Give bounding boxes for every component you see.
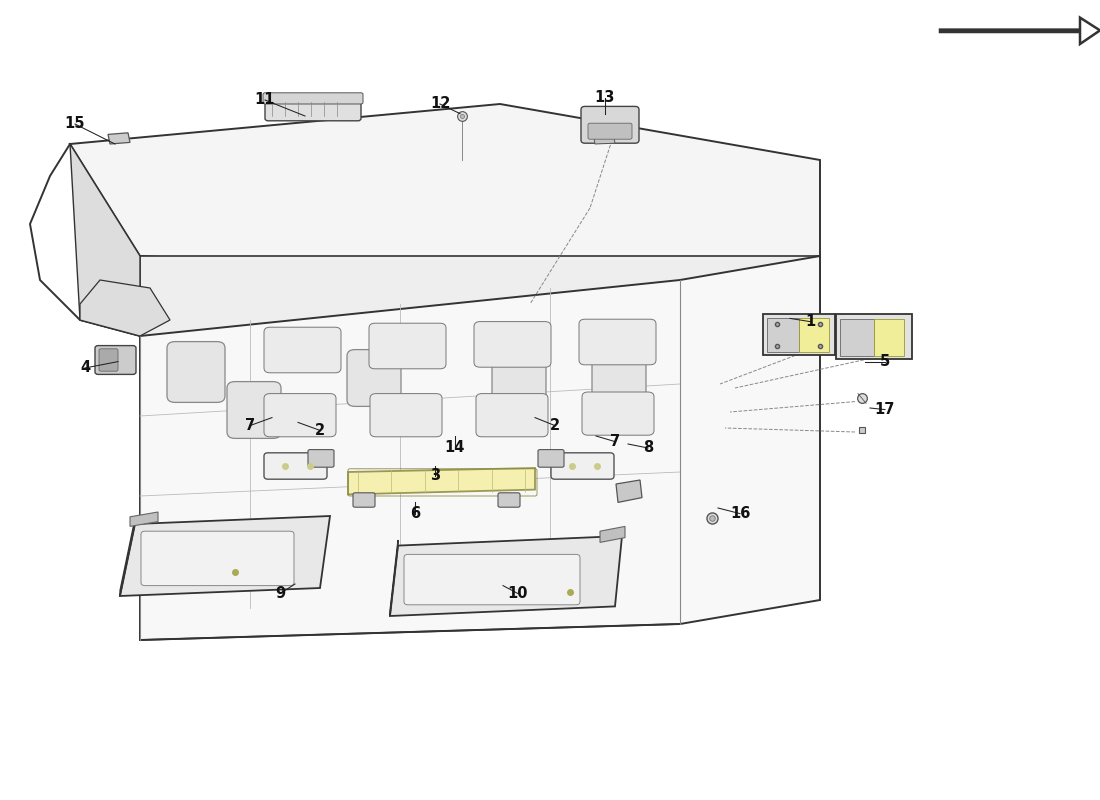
FancyBboxPatch shape [492, 350, 546, 406]
FancyBboxPatch shape [264, 453, 327, 479]
FancyBboxPatch shape [836, 314, 912, 359]
FancyBboxPatch shape [95, 346, 136, 374]
FancyBboxPatch shape [368, 323, 446, 369]
FancyBboxPatch shape [799, 318, 829, 352]
FancyBboxPatch shape [265, 97, 361, 121]
Text: 6: 6 [410, 506, 420, 521]
Text: a passion for parts: a passion for parts [288, 448, 548, 512]
FancyBboxPatch shape [592, 350, 646, 406]
Polygon shape [108, 133, 130, 144]
Polygon shape [140, 256, 820, 336]
FancyBboxPatch shape [581, 106, 639, 143]
FancyBboxPatch shape [264, 327, 341, 373]
Text: 4: 4 [80, 361, 90, 375]
Text: 16: 16 [729, 506, 750, 521]
Polygon shape [140, 256, 820, 640]
Polygon shape [348, 468, 535, 494]
FancyBboxPatch shape [227, 382, 280, 438]
FancyBboxPatch shape [308, 450, 334, 467]
Text: 14: 14 [444, 441, 465, 455]
FancyBboxPatch shape [538, 450, 564, 467]
Polygon shape [80, 280, 170, 336]
Text: 17: 17 [874, 402, 895, 417]
Polygon shape [390, 536, 622, 616]
Text: 13: 13 [595, 90, 615, 105]
FancyBboxPatch shape [370, 394, 442, 437]
FancyBboxPatch shape [498, 493, 520, 507]
FancyBboxPatch shape [346, 350, 402, 406]
FancyBboxPatch shape [476, 394, 548, 437]
FancyBboxPatch shape [404, 554, 580, 605]
Polygon shape [600, 526, 625, 542]
Polygon shape [70, 144, 140, 336]
FancyBboxPatch shape [264, 394, 336, 437]
FancyBboxPatch shape [767, 318, 799, 352]
FancyBboxPatch shape [874, 319, 904, 356]
Polygon shape [594, 138, 615, 144]
FancyBboxPatch shape [353, 493, 375, 507]
FancyBboxPatch shape [99, 349, 118, 371]
FancyBboxPatch shape [167, 342, 225, 402]
Polygon shape [130, 512, 158, 526]
Text: 2: 2 [315, 423, 326, 438]
Text: 15: 15 [65, 117, 86, 131]
Polygon shape [70, 104, 820, 280]
FancyBboxPatch shape [141, 531, 294, 586]
FancyBboxPatch shape [840, 319, 874, 356]
Text: 11: 11 [255, 93, 275, 107]
Text: 5: 5 [880, 354, 890, 369]
Polygon shape [616, 480, 642, 502]
Text: europartes: europartes [151, 262, 685, 506]
Polygon shape [390, 540, 398, 616]
FancyBboxPatch shape [551, 453, 614, 479]
Text: since 1985: since 1985 [342, 522, 494, 550]
Text: 7: 7 [245, 418, 255, 433]
Text: 2: 2 [550, 418, 560, 433]
Text: 1: 1 [805, 314, 815, 329]
Polygon shape [940, 18, 1100, 44]
Polygon shape [120, 516, 330, 596]
Text: 3: 3 [430, 469, 440, 483]
FancyBboxPatch shape [263, 93, 363, 104]
Text: 10: 10 [508, 586, 528, 601]
FancyBboxPatch shape [474, 322, 551, 367]
Text: 9: 9 [275, 586, 285, 601]
FancyBboxPatch shape [763, 314, 835, 355]
Text: 7: 7 [609, 434, 620, 449]
FancyBboxPatch shape [588, 123, 632, 139]
Text: 12: 12 [430, 97, 450, 111]
FancyBboxPatch shape [579, 319, 656, 365]
FancyBboxPatch shape [582, 392, 654, 435]
Polygon shape [120, 518, 135, 596]
Text: 8: 8 [642, 441, 653, 455]
